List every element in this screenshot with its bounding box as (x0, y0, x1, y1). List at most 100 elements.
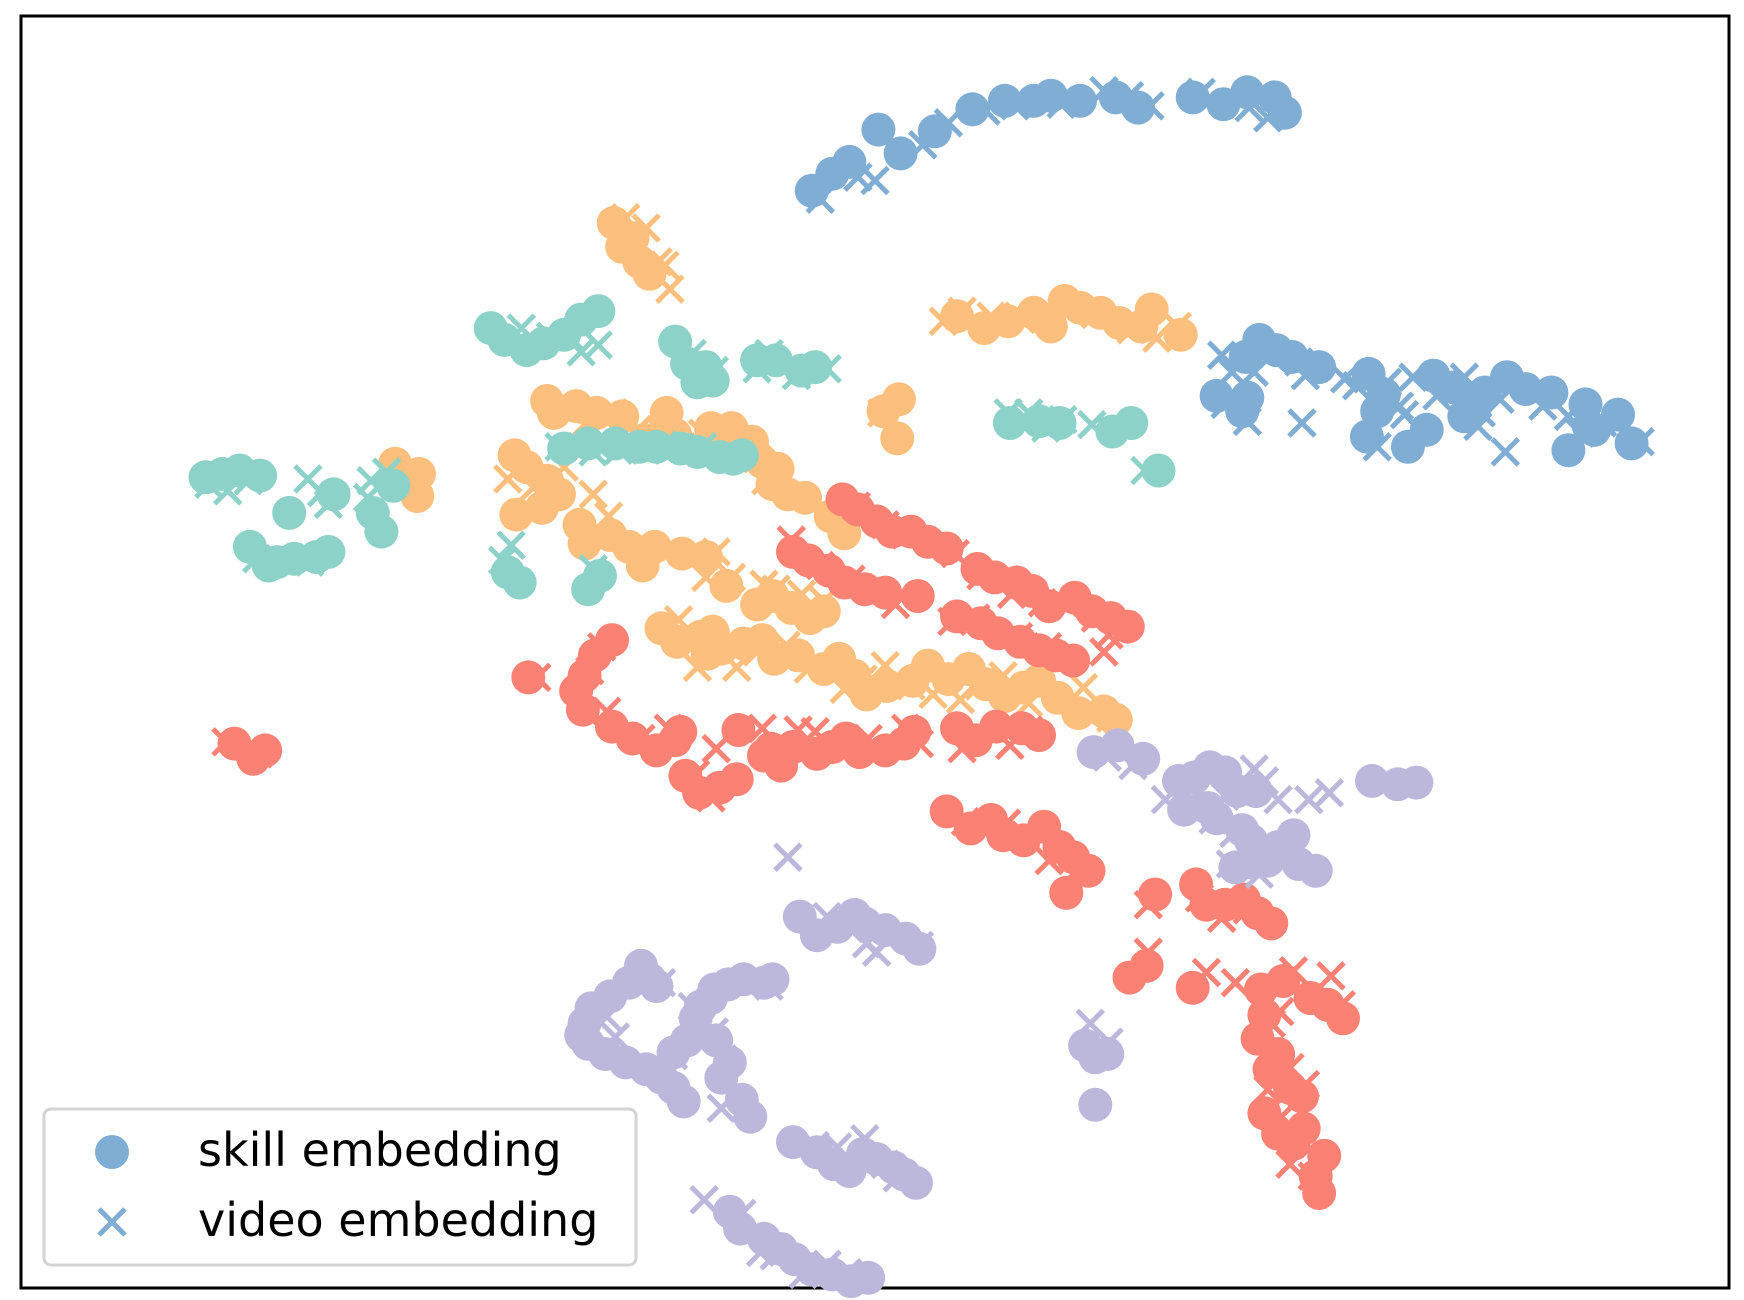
skill-embedding-point (861, 112, 896, 147)
skill-embedding-point (979, 709, 1014, 744)
skill-embedding-point (866, 394, 901, 429)
skill-embedding-point (940, 299, 974, 334)
skill-embedding-point (1238, 774, 1273, 809)
skill-embedding-point (376, 468, 411, 503)
skill-embedding-point (987, 83, 1022, 118)
skill-embedding-point (851, 1260, 886, 1295)
video-embedding-point (1220, 967, 1251, 998)
skill-embedding-point (605, 399, 640, 434)
skill-embedding-point (899, 1165, 933, 1200)
skill-embedding-point (311, 534, 346, 569)
skill-embedding-point (798, 350, 833, 385)
skill-embedding-point (902, 931, 937, 966)
skill-embedding-point (1534, 375, 1569, 410)
skill-embedding-point (900, 579, 935, 613)
skill-embedding-point (1110, 609, 1145, 644)
skill-embedding-point (1230, 380, 1265, 415)
skill-embedding-point (272, 495, 307, 530)
skill-embedding-point (1033, 78, 1068, 113)
skill-embedding-point (1141, 453, 1176, 488)
skill-embedding-point (1090, 1037, 1125, 1071)
skill-embedding-point (1175, 80, 1210, 115)
skill-embedding-point (524, 490, 559, 525)
skill-embedding-point (806, 594, 841, 629)
video-embedding-point (1316, 961, 1346, 991)
skill-embedding-point (832, 144, 867, 179)
skill-embedding-point (781, 638, 816, 673)
legend-marker-circle (95, 1135, 129, 1169)
skill-embedding-point (1032, 589, 1067, 624)
skill-embedding-point (1285, 1079, 1319, 1114)
skill-embedding-point (1551, 433, 1586, 468)
skill-embedding-point (663, 714, 698, 749)
skill-embedding-point (929, 531, 964, 566)
skill-embedding-point (880, 421, 915, 456)
skill-embedding-point (1098, 702, 1133, 737)
skill-embedding-point (579, 395, 614, 430)
skill-embedding-point (897, 714, 932, 749)
skill-embedding-point (581, 294, 616, 329)
skill-embedding-point (1199, 378, 1234, 413)
video-embedding-point (583, 330, 614, 360)
video-embedding-point (496, 530, 526, 560)
skill-embedding-point (1134, 292, 1169, 327)
skill-embedding-point (248, 733, 283, 768)
legend-box (42, 1107, 638, 1267)
skill-embedding-point (721, 713, 756, 747)
video-embedding-point (578, 479, 608, 510)
video-embedding-point (773, 842, 803, 872)
video-embedding-point (1490, 437, 1521, 467)
skill-embedding-point (364, 514, 399, 549)
skill-embedding-point (755, 962, 790, 997)
skill-embedding-point (1254, 906, 1289, 941)
skill-embedding-point (1063, 83, 1097, 118)
skill-embedding-point (992, 406, 1027, 440)
legend: skill embedding video embedding (42, 1107, 638, 1267)
skill-embedding-point (1447, 399, 1482, 434)
skill-embedding-point (1175, 970, 1210, 1005)
video-embedding-point (689, 1185, 719, 1215)
skill-embedding-point (688, 540, 723, 574)
skill-embedding-point (1230, 75, 1265, 110)
scatter-points (188, 75, 1655, 1299)
skill-embedding-point (637, 529, 672, 564)
skill-embedding-point (1126, 741, 1161, 776)
skill-embedding-point (1049, 875, 1084, 910)
skill-embedding-point (1298, 853, 1333, 888)
skill-embedding-point (1508, 372, 1543, 407)
skill-embedding-point (1100, 728, 1135, 763)
skill-embedding-point (1121, 90, 1155, 125)
video-embedding-point (1294, 784, 1324, 815)
skill-embedding-point (1071, 853, 1106, 888)
legend-marker-x (97, 1207, 127, 1237)
skill-embedding-point (1022, 718, 1056, 753)
skill-embedding-point (499, 497, 534, 532)
skill-embedding-point (1267, 95, 1302, 130)
skill-embedding-point (1033, 309, 1068, 344)
skill-embedding-point (511, 660, 546, 695)
skill-embedding-point (666, 1084, 701, 1119)
skill-embedding-point (565, 692, 600, 727)
skill-embedding-point (758, 343, 793, 378)
skill-embedding-point (1390, 429, 1425, 464)
skill-embedding-point (502, 565, 537, 600)
skill-embedding-point (1355, 763, 1389, 798)
skill-embedding-point (639, 969, 674, 1004)
skill-embedding-point (724, 438, 759, 473)
skill-embedding-point (1078, 1087, 1113, 1122)
skill-embedding-point (733, 1099, 768, 1134)
skill-embedding-point (1042, 406, 1077, 440)
skill-embedding-point (1286, 1111, 1321, 1146)
skill-embedding-point (1129, 948, 1164, 983)
skill-embedding-point (1326, 1001, 1360, 1036)
video-embedding-point (1089, 637, 1119, 667)
skill-embedding-point (842, 735, 877, 770)
video-embedding-point (1287, 408, 1317, 438)
skill-embedding-point (1163, 317, 1198, 352)
skill-embedding-point (1349, 419, 1384, 454)
skill-embedding-point (929, 794, 964, 829)
skill-embedding-point (632, 256, 667, 291)
skill-embedding-point (1056, 643, 1091, 678)
skill-embedding-point (1302, 350, 1337, 385)
